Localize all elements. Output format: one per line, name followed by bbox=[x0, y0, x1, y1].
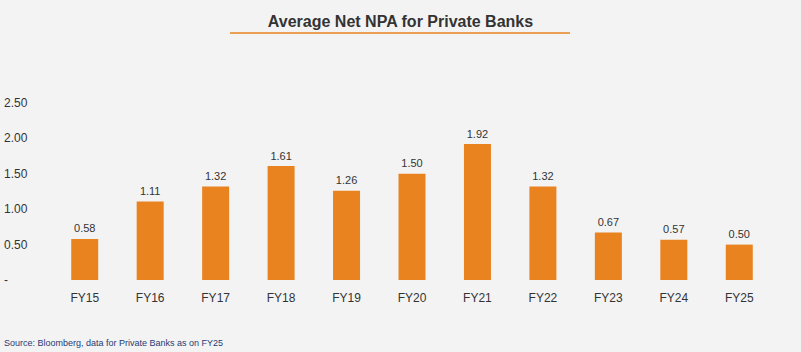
svg-text:1.26: 1.26 bbox=[336, 174, 357, 186]
svg-text:FY20: FY20 bbox=[398, 291, 427, 305]
svg-text:Average Net NPA for Private Ba: Average Net NPA for Private Banks bbox=[268, 13, 533, 30]
svg-text:1.50: 1.50 bbox=[401, 157, 422, 169]
svg-text:FY17: FY17 bbox=[201, 291, 230, 305]
svg-text:0.57: 0.57 bbox=[663, 223, 684, 235]
svg-text:1.92: 1.92 bbox=[467, 128, 488, 140]
svg-text:1.32: 1.32 bbox=[532, 170, 553, 182]
svg-text:FY22: FY22 bbox=[529, 291, 558, 305]
svg-text:-: - bbox=[4, 273, 8, 287]
svg-text:1.11: 1.11 bbox=[140, 185, 161, 197]
svg-text:2.00: 2.00 bbox=[4, 131, 28, 145]
svg-text:FY24: FY24 bbox=[659, 291, 688, 305]
svg-text:0.50: 0.50 bbox=[729, 228, 750, 240]
svg-text:1.00: 1.00 bbox=[4, 202, 28, 216]
svg-text:FY18: FY18 bbox=[267, 291, 296, 305]
svg-text:FY15: FY15 bbox=[70, 291, 99, 305]
svg-text:1.32: 1.32 bbox=[205, 170, 226, 182]
svg-text:FY25: FY25 bbox=[725, 291, 754, 305]
svg-text:Source: Bloomberg, data for Pr: Source: Bloomberg, data for Private Bank… bbox=[4, 338, 223, 348]
svg-text:FY21: FY21 bbox=[463, 291, 492, 305]
svg-text:FY16: FY16 bbox=[136, 291, 165, 305]
svg-text:0.50: 0.50 bbox=[4, 238, 28, 252]
svg-text:1.50: 1.50 bbox=[4, 167, 28, 181]
svg-text:FY19: FY19 bbox=[332, 291, 361, 305]
svg-text:0.58: 0.58 bbox=[74, 222, 95, 234]
svg-text:FY23: FY23 bbox=[594, 291, 623, 305]
svg-text:2.50: 2.50 bbox=[4, 96, 28, 110]
svg-text:0.67: 0.67 bbox=[598, 216, 619, 228]
svg-text:1.61: 1.61 bbox=[270, 150, 291, 162]
